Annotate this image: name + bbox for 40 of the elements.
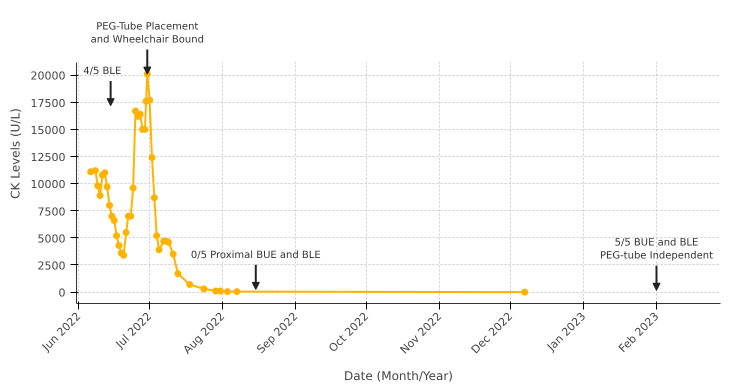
point xyxy=(122,228,130,236)
point xyxy=(94,182,102,190)
point xyxy=(521,288,528,296)
point xyxy=(146,96,154,104)
point xyxy=(156,246,163,254)
y-tick-label: 2500 xyxy=(38,259,66,272)
y-tick-label: 10000 xyxy=(30,178,66,192)
y-tick-label: 0 xyxy=(58,286,66,300)
annotation: 0/5 Proximal BUE and BLE xyxy=(190,250,321,261)
point xyxy=(224,288,231,296)
point xyxy=(115,242,122,249)
point xyxy=(101,169,108,176)
point xyxy=(106,202,114,209)
annotation: PEG-Tube Placement and Wheelchair Bound xyxy=(90,21,204,46)
point xyxy=(200,285,208,292)
point xyxy=(153,232,160,240)
point xyxy=(170,250,177,258)
y-axis-title: CK Levels (U/L) xyxy=(8,108,23,199)
point xyxy=(130,184,137,192)
y-tick-label: 5000 xyxy=(38,232,66,246)
y-tick-label: 7500 xyxy=(38,205,66,218)
point xyxy=(186,281,194,288)
point xyxy=(96,192,104,200)
y-tick-label: 17500 xyxy=(30,96,66,110)
point xyxy=(174,270,182,278)
y-tick-label: 20000 xyxy=(30,70,66,83)
annotation: 5/5 BUE and BLE PEG-tube Independent xyxy=(600,237,714,262)
annotation: 4/5 BLE xyxy=(83,66,122,78)
point xyxy=(113,232,120,240)
point xyxy=(92,167,99,174)
point xyxy=(148,154,156,162)
point xyxy=(150,194,158,202)
y-tick-label: 15000 xyxy=(30,124,66,137)
point xyxy=(233,288,240,296)
x-axis-title: Date (Month/Year) xyxy=(344,369,453,384)
point xyxy=(120,252,128,259)
point xyxy=(165,238,172,246)
point xyxy=(104,183,111,190)
point xyxy=(110,217,118,224)
y-tick-label: 12500 xyxy=(30,151,66,164)
